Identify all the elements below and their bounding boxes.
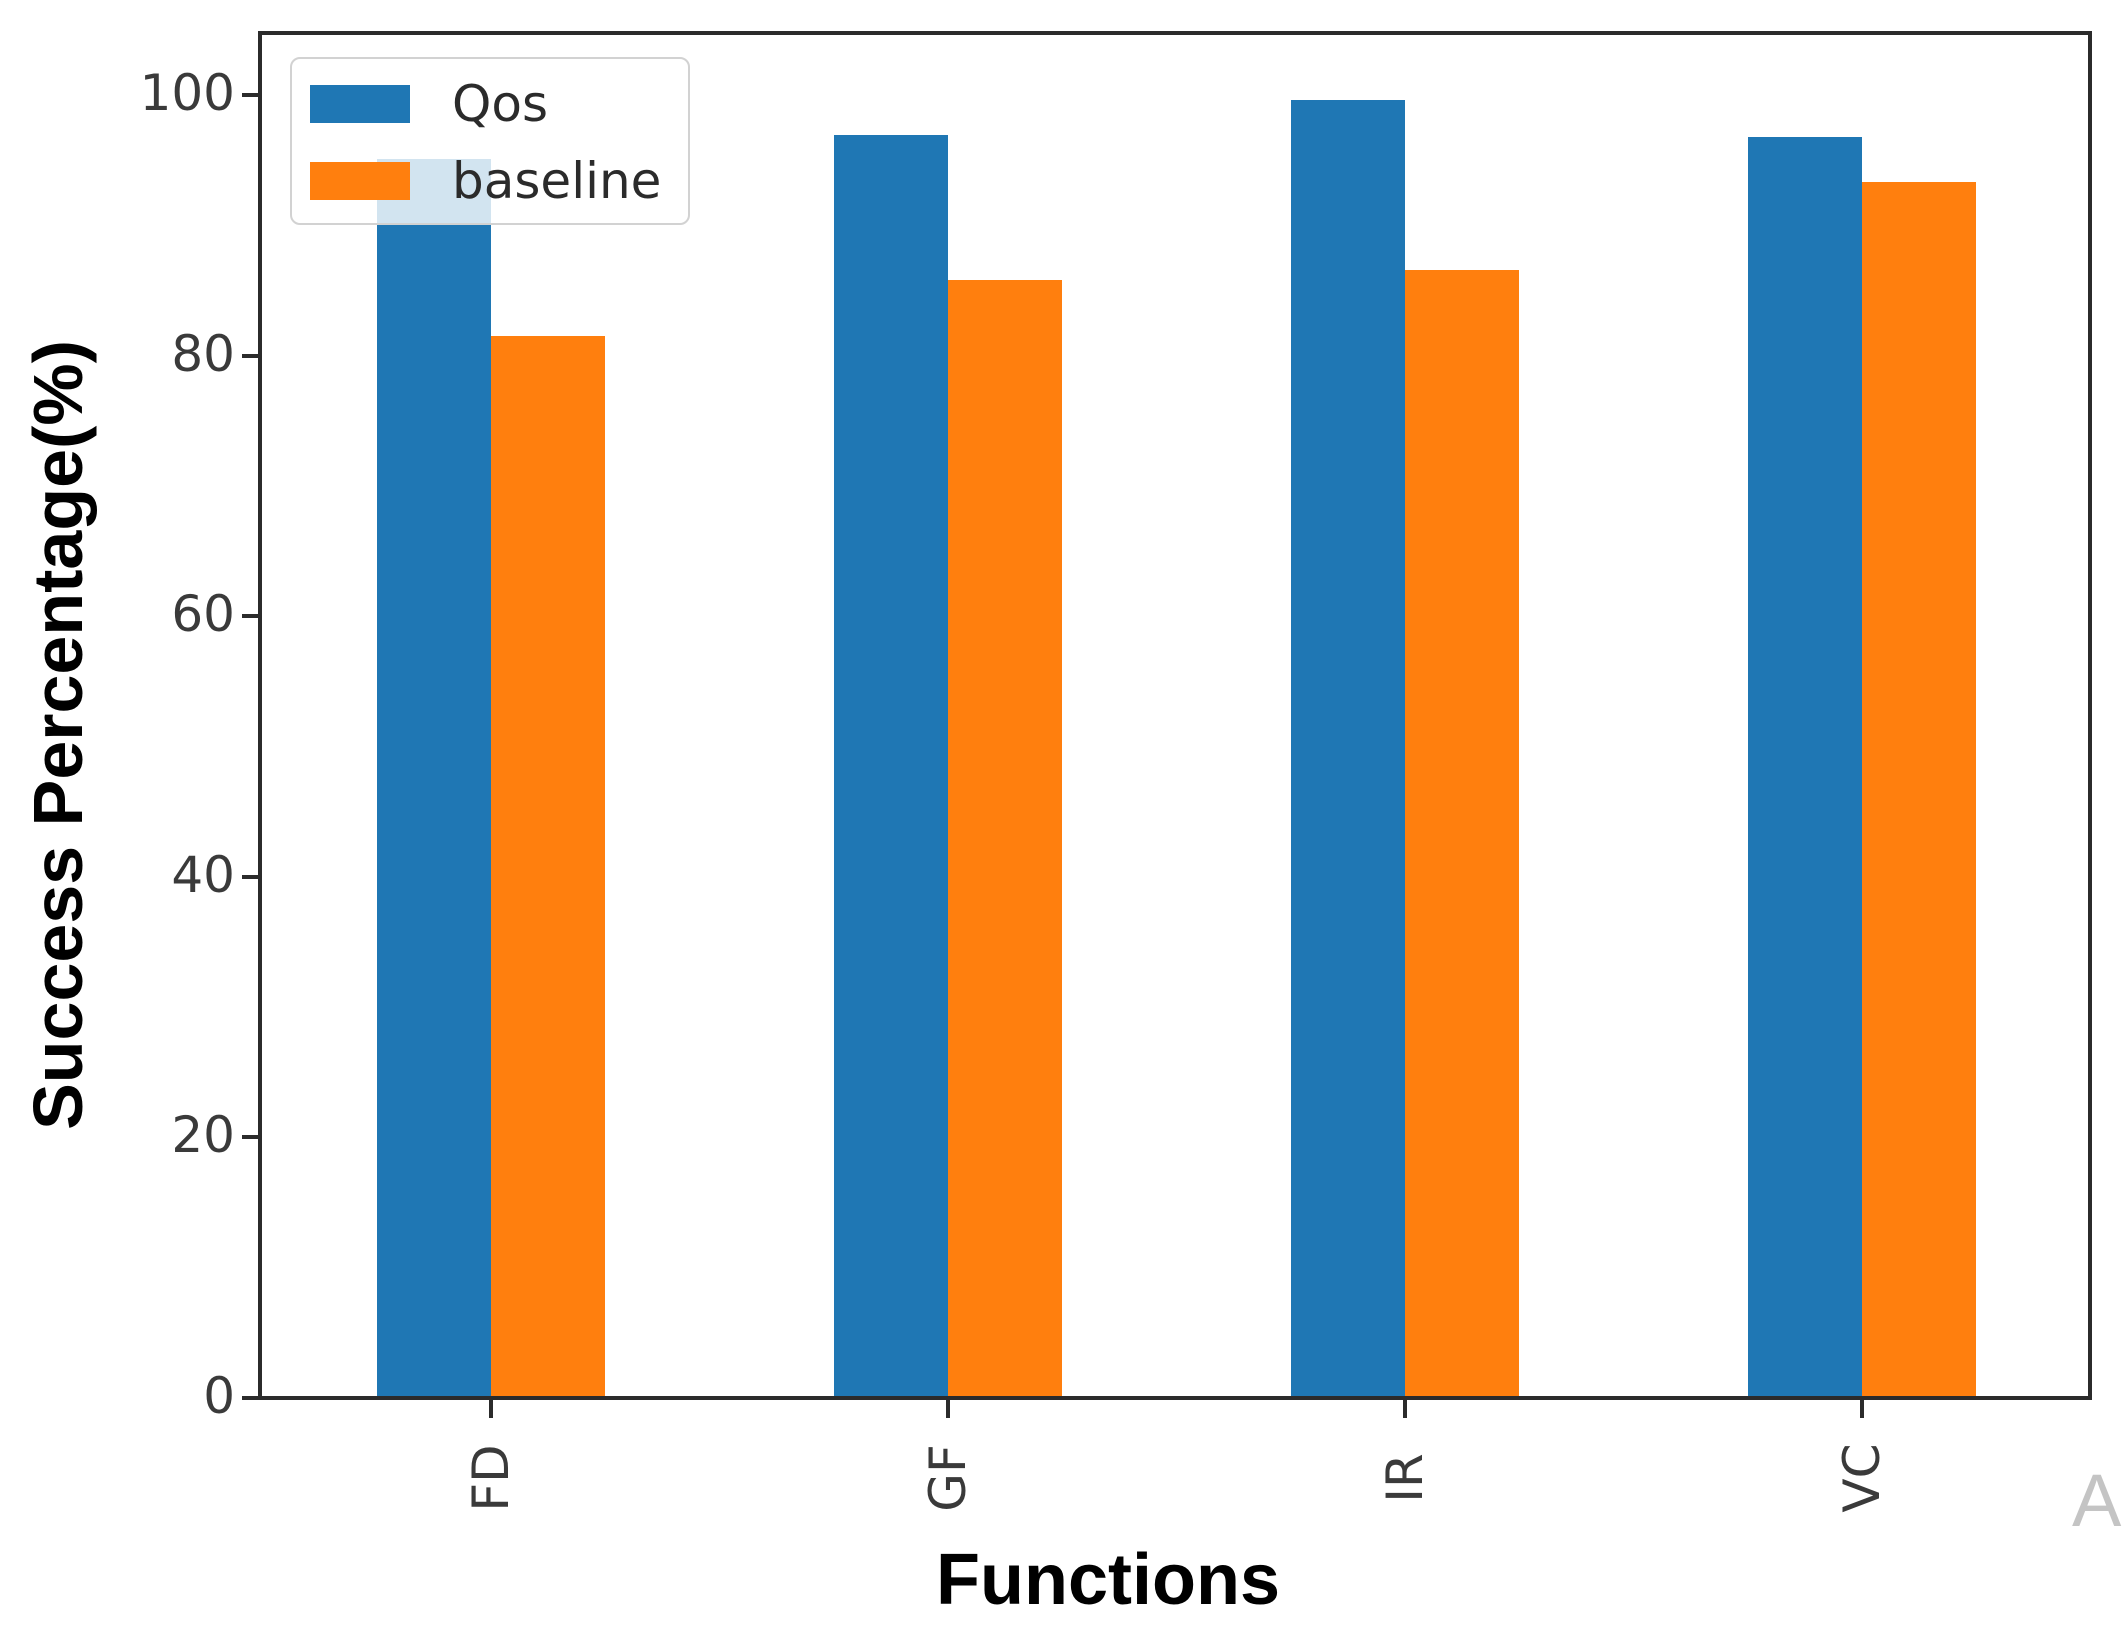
y-tick-label-80: 80 bbox=[171, 325, 235, 383]
bar-qos-gf bbox=[834, 135, 948, 1398]
y-tick-mark-100 bbox=[242, 93, 262, 97]
bar-qos-fd bbox=[377, 159, 491, 1398]
x-tick-label-ir: IR bbox=[1376, 1453, 1434, 1503]
y-axis-title: Success Percentage(%) bbox=[19, 340, 97, 1130]
legend-entry-baseline: baseline bbox=[292, 156, 688, 206]
y-tick-label-100: 100 bbox=[139, 64, 235, 122]
bar-qos-ir bbox=[1291, 100, 1405, 1398]
y-tick-label-60: 60 bbox=[171, 585, 235, 643]
y-tick-label-40: 40 bbox=[171, 846, 235, 904]
x-tick-label-gf: GF bbox=[919, 1444, 977, 1512]
y-tick-label-20: 20 bbox=[171, 1106, 235, 1164]
x-tick-mark-gf bbox=[946, 1398, 950, 1418]
y-tick-mark-20 bbox=[242, 1135, 262, 1139]
watermark-letter: A bbox=[2072, 1459, 2122, 1542]
bar-baseline-vc bbox=[1862, 182, 1976, 1398]
legend-label-qos: Qos bbox=[452, 75, 548, 133]
bar-baseline-ir bbox=[1405, 270, 1519, 1398]
legend: Qos baseline bbox=[290, 57, 690, 225]
legend-swatch-qos bbox=[310, 85, 410, 123]
legend-swatch-baseline bbox=[310, 162, 410, 200]
bar-baseline-fd bbox=[491, 336, 605, 1398]
y-tick-mark-40 bbox=[242, 875, 262, 879]
x-tick-label-vc: VC bbox=[1833, 1443, 1891, 1513]
y-tick-label-0: 0 bbox=[203, 1367, 235, 1425]
x-tick-mark-ir bbox=[1403, 1398, 1407, 1418]
y-tick-mark-0 bbox=[242, 1396, 262, 1400]
x-tick-label-fd: FD bbox=[462, 1444, 520, 1512]
bar-qos-vc bbox=[1748, 137, 1862, 1398]
x-tick-mark-fd bbox=[489, 1398, 493, 1418]
y-tick-mark-60 bbox=[242, 614, 262, 618]
x-tick-mark-vc bbox=[1860, 1398, 1864, 1418]
bar-baseline-gf bbox=[948, 280, 1062, 1398]
x-axis-title: Functions bbox=[936, 1540, 1280, 1620]
y-tick-mark-80 bbox=[242, 354, 262, 358]
legend-entry-qos: Qos bbox=[292, 79, 688, 129]
legend-label-baseline: baseline bbox=[452, 152, 662, 210]
